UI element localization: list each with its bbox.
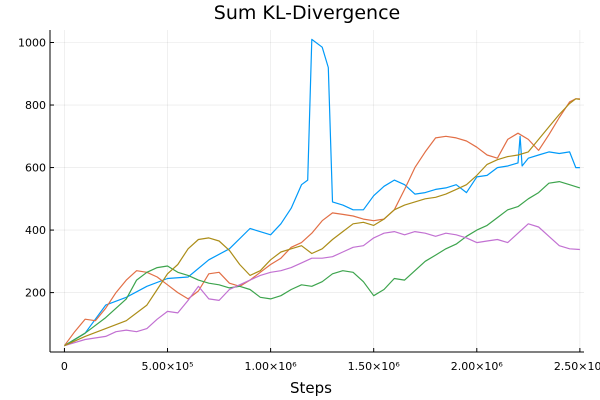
- series-line-1: [64, 38, 580, 347]
- tick-labels: 0 5.00×10⁵ 1.00×10⁶ 1.50×10⁶ 2.00×10⁶ 2.50×10…: [18, 37, 600, 373]
- axes: [49, 30, 584, 353]
- series-line-5: [64, 98, 580, 347]
- x-tick-label-1: 5.00×10⁵: [141, 360, 193, 373]
- x-axis-label: Steps: [290, 379, 332, 397]
- series-layer: [63, 38, 581, 347]
- series-line-2: [63, 98, 580, 347]
- x-tick-label-0: 0: [61, 360, 68, 373]
- y-tick-label-1: 400: [25, 224, 46, 237]
- x-tick-label-4: 2.00×10⁶: [451, 360, 504, 373]
- y-tick-label-3: 800: [25, 99, 46, 112]
- series-line-4: [64, 223, 580, 347]
- y-tick-label-4: 1000: [18, 37, 46, 50]
- x-tick-label-2: 1.00×10⁶: [245, 360, 298, 373]
- y-tick-label-2: 600: [25, 162, 46, 175]
- grid-lines: [50, 30, 584, 352]
- y-tick-label-0: 200: [25, 287, 46, 300]
- x-tick-label-3: 1.50×10⁶: [348, 360, 401, 373]
- x-tick-label-5: 2.50×10⁶: [554, 360, 600, 373]
- series-line-3: [64, 181, 581, 347]
- chart-title: Sum KL-Divergence: [214, 2, 400, 24]
